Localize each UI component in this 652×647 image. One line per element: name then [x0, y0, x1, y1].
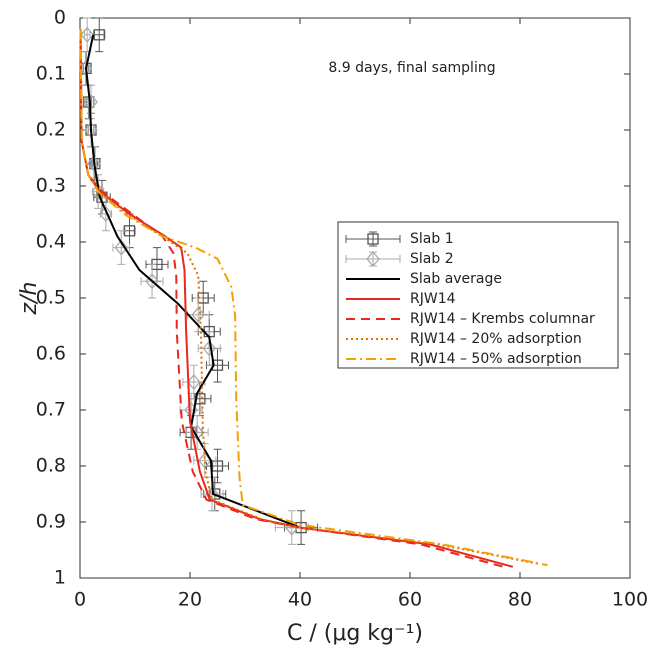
x-tick-label: 0	[74, 589, 86, 611]
x-tick-label: 20	[178, 589, 202, 611]
marker	[191, 306, 206, 323]
legend-label: Slab 2	[410, 251, 454, 267]
marker	[80, 26, 95, 43]
marker	[211, 460, 224, 472]
y-tick-label: 0.1	[36, 63, 66, 85]
legend-label: Slab 1	[410, 231, 454, 247]
legend-label: RJW14 – 50% adsorption	[410, 351, 582, 367]
y-tick-label: 1	[54, 567, 66, 589]
y-tick-label: 0.4	[36, 231, 66, 253]
y-tick-label: 0.9	[36, 511, 66, 533]
y-tick-label: 0.5	[36, 287, 66, 309]
legend-label: RJW14 – 20% adsorption	[410, 331, 582, 347]
annotation: 8.9 days, final sampling	[328, 60, 495, 76]
marker	[86, 155, 101, 172]
marker	[91, 183, 106, 200]
y-error-bar	[287, 510, 296, 545]
legend-label: Slab average	[410, 271, 502, 287]
legend-label: RJW14 – Krembs columnar	[410, 311, 595, 327]
marker	[367, 233, 379, 245]
series-line	[79, 29, 540, 565]
y-tick-label: 0.6	[36, 343, 66, 365]
marker	[98, 206, 113, 222]
marker	[202, 340, 217, 357]
y-tick-label: 0.2	[36, 119, 66, 141]
marker	[93, 29, 105, 41]
x-tick-label: 60	[398, 589, 422, 611]
legend-label: RJW14	[410, 291, 456, 307]
y-tick-label: 0.7	[36, 399, 66, 421]
x-tick-label: 100	[612, 589, 648, 611]
series-line	[85, 34, 301, 529]
x-axis-label: C / (μg kg⁻¹)	[287, 621, 423, 646]
legend-swatch	[345, 231, 401, 247]
marker	[366, 251, 380, 267]
series-line	[79, 29, 504, 568]
y-error-bar	[95, 17, 104, 53]
y-error-bar	[117, 230, 126, 265]
y-axis-label: z/h	[17, 282, 42, 316]
y-tick-label: 0.3	[36, 175, 66, 197]
marker	[114, 239, 129, 256]
y-tick-label: 0.8	[36, 455, 66, 477]
series-line	[79, 29, 548, 567]
legend-box	[337, 221, 619, 369]
marker	[186, 374, 201, 390]
x-tick-label: 40	[288, 589, 312, 611]
y-tick-label: 0	[54, 7, 66, 29]
x-tick-label: 80	[508, 589, 532, 611]
